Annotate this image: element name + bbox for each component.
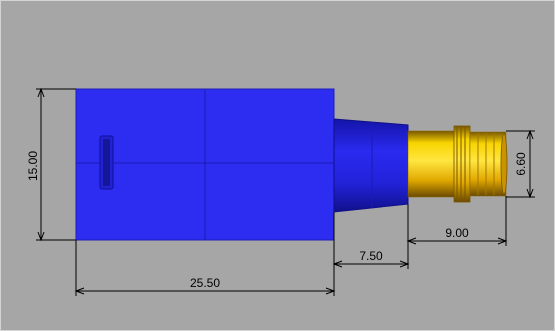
dimension-height-left <box>36 87 76 242</box>
gold-connector <box>407 125 508 203</box>
dim-label-height-left: 15.00 <box>26 151 40 181</box>
dimension-length-body <box>74 212 336 296</box>
dim-label-diameter-connector: 6.60 <box>514 152 528 176</box>
dimension-length-taper <box>332 204 410 269</box>
taper-section <box>333 118 409 213</box>
dim-label-length-body: 25.50 <box>190 276 220 290</box>
dim-label-length-connector: 9.00 <box>445 226 469 240</box>
dim-label-length-taper: 7.50 <box>359 249 383 263</box>
dimension-length-connector <box>406 196 508 246</box>
body-slot <box>99 135 114 190</box>
dimension-diameter-connector <box>506 129 535 199</box>
main-body <box>75 88 335 241</box>
